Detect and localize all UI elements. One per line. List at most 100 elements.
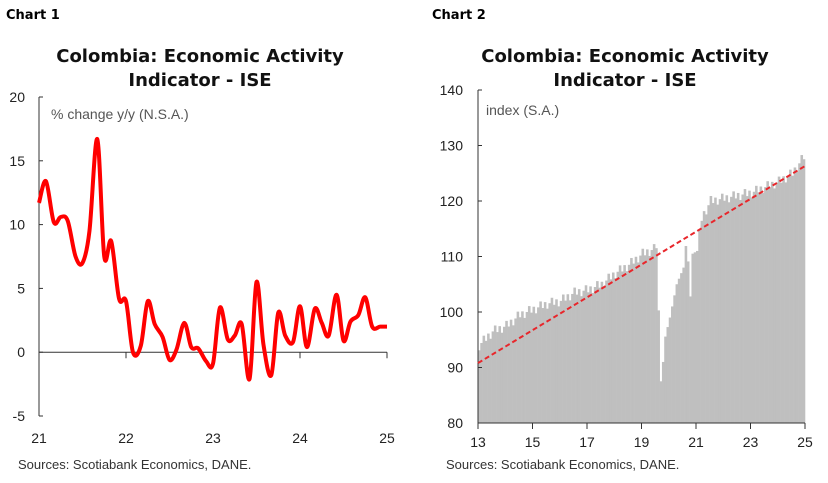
index-bar: [634, 256, 638, 423]
chart2-plot: 80 90 100 110 120 130 140 13 15 17 19 21 23 25 index (…: [440, 82, 813, 450]
index-bar: [550, 297, 554, 423]
index-bar: [525, 312, 529, 423]
y-tick-label: 10: [9, 217, 25, 233]
index-bar: [482, 335, 486, 423]
index-bar: [795, 171, 799, 423]
index-bar: [736, 192, 740, 423]
index-bar: [571, 293, 574, 423]
index-bar: [800, 155, 804, 423]
x-tick-label: 21: [31, 430, 47, 446]
index-bar: [730, 196, 733, 423]
index-bar: [668, 317, 672, 423]
y-tick-label: -5: [13, 408, 26, 424]
index-bar: [650, 250, 654, 423]
index-bar: [491, 331, 495, 423]
index-bar: [709, 196, 713, 423]
index-bar: [534, 313, 538, 423]
chart2-title-line2: Indicator - ISE: [553, 70, 697, 91]
index-bar: [773, 188, 776, 423]
x-tick-label: 25: [379, 430, 395, 446]
index-bar: [584, 285, 588, 423]
index-bar: [761, 193, 765, 423]
index-bar: [741, 194, 744, 423]
index-bar: [500, 332, 504, 423]
chart2-title-line1: Colombia: Economic Activity: [481, 46, 769, 67]
chart1-source: Sources: Scotiabank Economics, DANE.: [18, 457, 252, 472]
index-bar: [564, 300, 567, 423]
x-tick-label: 17: [579, 434, 595, 450]
y-tick-label: 120: [440, 193, 464, 209]
index-bar: [780, 182, 783, 423]
index-bar: [541, 308, 545, 423]
y-tick-label: 80: [447, 415, 463, 431]
x-tick-label: 19: [634, 434, 650, 450]
index-bar: [711, 203, 715, 423]
index-bar: [530, 312, 533, 423]
index-bar: [557, 306, 561, 423]
index-bar: [802, 159, 806, 423]
index-bar: [752, 191, 756, 423]
index-bar: [766, 181, 769, 423]
index-bar: [714, 197, 717, 423]
y-tick-label: 140: [440, 82, 464, 98]
index-bar: [686, 261, 690, 423]
index-bar: [559, 300, 563, 423]
index-bar: [630, 257, 633, 423]
index-bar: [484, 340, 488, 423]
y-tick-label: 90: [447, 360, 463, 376]
index-bar: [627, 264, 631, 423]
index-bar: [523, 317, 526, 423]
index-bar: [775, 182, 779, 423]
y-tick-label: 20: [9, 89, 25, 105]
index-bar: [743, 189, 747, 423]
index-bar: [698, 229, 701, 423]
index-bar: [493, 325, 497, 423]
index-bar: [562, 294, 565, 423]
index-bar: [537, 307, 540, 423]
index-bar: [718, 199, 722, 423]
index-bar: [480, 342, 483, 423]
index-bar: [489, 338, 492, 423]
index-bar: [671, 306, 674, 423]
index-bar: [655, 248, 658, 423]
index-bar: [636, 262, 640, 423]
index-bar: [591, 292, 595, 423]
y-axis-unit-label: % change y/y (N.S.A.): [51, 106, 189, 122]
index-bar: [716, 204, 720, 423]
y-tick-label: 0: [17, 344, 25, 360]
index-bar: [502, 326, 506, 423]
index-bar: [589, 286, 592, 423]
index-bar: [639, 255, 642, 423]
index-bar: [496, 332, 499, 423]
x-tick-label: 25: [797, 434, 813, 450]
y-tick-label: 100: [440, 304, 464, 320]
index-bar: [666, 327, 670, 423]
index-bar: [516, 311, 520, 423]
index-bar: [759, 186, 763, 423]
index-bar: [680, 273, 683, 423]
index-bar: [786, 176, 790, 423]
x-tick-label: 23: [743, 434, 759, 450]
x-tick-label: 15: [525, 434, 541, 450]
x-tick-label: 13: [470, 434, 486, 450]
index-bar: [605, 280, 608, 423]
index-bar: [618, 265, 622, 423]
index-bar: [652, 244, 656, 423]
index-bar: [609, 279, 613, 423]
index-bar: [568, 300, 572, 423]
index-bar: [798, 163, 801, 423]
index-bar: [727, 202, 731, 423]
index-bar: [509, 319, 513, 423]
index-bar: [700, 220, 704, 423]
index-bar: [661, 361, 665, 423]
index-bar: [791, 175, 794, 423]
index-bar: [734, 198, 738, 423]
y-axis-unit-label: index (S.A.): [486, 102, 559, 118]
index-bar: [664, 336, 667, 423]
index-bar: [725, 195, 729, 423]
index-bar: [632, 263, 635, 423]
index-bar: [784, 182, 788, 423]
index-bar: [757, 192, 760, 423]
index-bar: [689, 296, 692, 423]
index-bar: [527, 306, 531, 423]
